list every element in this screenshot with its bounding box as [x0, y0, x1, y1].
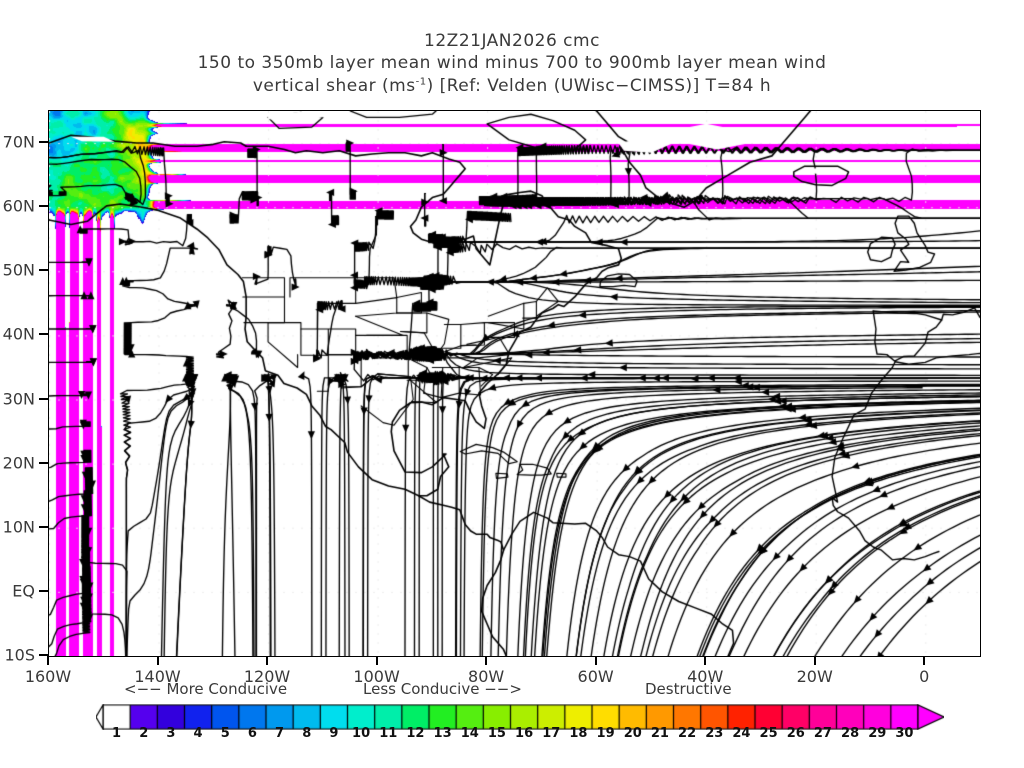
- colorbar-tick-label: 26: [786, 726, 805, 741]
- title-units-exponent: -1: [415, 76, 427, 88]
- latitude-label: 70N: [2, 132, 35, 152]
- title-line-layers: 150 to 350mb layer mean wind minus 700 t…: [197, 53, 827, 74]
- longitude-tick: [375, 656, 378, 665]
- longitude-label: 0: [919, 667, 930, 686]
- latitude-tick: [39, 589, 48, 592]
- colorbar-tick-label: 9: [329, 726, 339, 741]
- latitude-tick: [39, 654, 48, 656]
- latitude-label: 30N: [2, 389, 35, 409]
- colorbar-tick-label: 30: [895, 726, 914, 741]
- latitude-tick: [39, 397, 48, 400]
- latitude-label: 50N: [2, 260, 35, 280]
- longitude-tick: [704, 656, 707, 665]
- longitude-label: 160W: [24, 667, 72, 686]
- colorbar-tick-label: 27: [813, 726, 832, 741]
- colorbar-tick-label: 3: [166, 726, 176, 741]
- title-variable-pre: vertical shear (ms: [252, 75, 416, 96]
- longitude-tick: [813, 656, 816, 665]
- colorbar-swatches: [96, 704, 944, 730]
- latitude-tick: [39, 333, 48, 336]
- colorbar-tick-label: 17: [542, 726, 561, 741]
- colorbar-label-destructive: Destructive: [645, 680, 732, 698]
- latitude-tick: [39, 141, 48, 144]
- longitude-tick: [47, 656, 49, 665]
- colorbar-tick-label: 24: [732, 726, 751, 741]
- map-plot-area: [48, 110, 981, 657]
- title-line-model-time: 12Z21JAN2026 cmc: [424, 31, 600, 51]
- colorbar-tick-label: 7: [275, 726, 285, 741]
- title-variable-post: ) [Ref: Velden (UWisc−CIMSS)] T=84 h: [426, 75, 772, 96]
- colorbar-tick-label: 23: [705, 726, 724, 741]
- longitude-label: 20W: [796, 667, 833, 686]
- longitude-tick: [485, 656, 488, 665]
- colorbar-tick-label: 2: [139, 726, 149, 741]
- latitude-label: 40N: [2, 324, 35, 344]
- colorbar-tick-label: 25: [759, 726, 778, 741]
- colorbar-tick-label: 8: [302, 726, 312, 741]
- colorbar-tick-label: 1: [112, 726, 122, 741]
- latitude-label: 60N: [2, 196, 35, 216]
- colorbar-tick-label: 6: [247, 726, 257, 741]
- longitude-label: 60W: [577, 667, 614, 686]
- colorbar-tick-label: 18: [569, 726, 588, 741]
- title-line-variable: vertical shear (ms-1) [Ref: Velden (UWis…: [0, 75, 1024, 97]
- chart-title-block: 12Z21JAN2026 cmc 150 to 350mb layer mean…: [0, 30, 1024, 97]
- colorbar-tick-label: 13: [433, 726, 452, 741]
- colorbar-tick-label: 20: [623, 726, 642, 741]
- colorbar-tick-label: 11: [379, 726, 398, 741]
- latitude-label: 10S: [4, 645, 35, 665]
- colorbar-tick-label: 22: [678, 726, 697, 741]
- longitude-label: 100W: [353, 667, 400, 686]
- longitude-label: 80W: [468, 667, 505, 686]
- longitude-label: 40W: [687, 667, 724, 686]
- longitude-tick: [594, 656, 597, 665]
- colorbar-tick-label: 10: [352, 726, 371, 741]
- colorbar-tick-label: 4: [193, 726, 203, 741]
- colorbar-tick-label: 19: [596, 726, 615, 741]
- colorbar-label-more-conducive: <−− More Conducive: [124, 680, 288, 698]
- colorbar-tick-label: 12: [406, 726, 425, 741]
- longitude-label: 120W: [243, 667, 291, 686]
- latitude-tick: [39, 269, 48, 272]
- longitude-label: 140W: [134, 667, 181, 686]
- colorbar-tick-label: 16: [515, 726, 534, 741]
- colorbar-legend: <−− More Conducive Less Conducive −−> De…: [0, 680, 1024, 760]
- longitude-tick: [923, 656, 926, 665]
- latitude-label: 20N: [2, 453, 35, 473]
- colorbar-tick-label: 5: [220, 726, 230, 741]
- latitude-label: 10N: [2, 517, 35, 537]
- latitude-tick: [39, 525, 48, 528]
- latitude-label: EQ: [12, 581, 35, 601]
- colorbar-tick-label: 28: [841, 726, 860, 741]
- colorbar-tick-label: 21: [650, 726, 669, 741]
- longitude-tick: [156, 656, 159, 665]
- longitude-tick: [266, 656, 269, 665]
- colorbar-label-less-conducive: Less Conducive −−>: [363, 680, 522, 698]
- colorbar-tick-label: 15: [487, 726, 506, 741]
- latitude-tick: [39, 205, 48, 208]
- colorbar-tick-label: 14: [460, 726, 479, 741]
- latitude-tick: [39, 461, 48, 464]
- shear-field-canvas: [49, 111, 980, 656]
- colorbar-tick-label: 29: [868, 726, 887, 741]
